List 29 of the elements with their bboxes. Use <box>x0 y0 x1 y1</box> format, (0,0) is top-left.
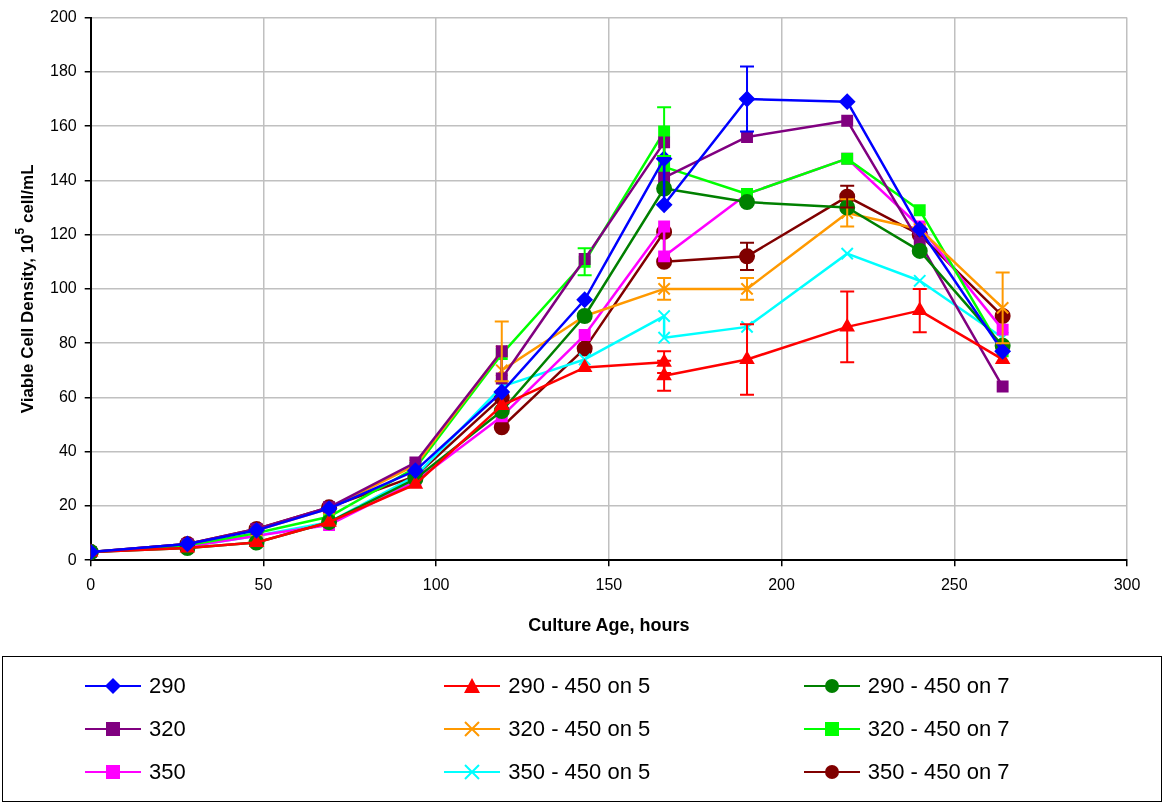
y-tick-label: 60 <box>58 387 77 405</box>
y-tick-label: 100 <box>49 279 77 297</box>
legend-label: 350 - 450 on 5 <box>508 758 651 785</box>
y-axis-title: Viable Cell Density, 105 cell/mL <box>13 164 37 414</box>
legend-label: 350 - 450 on 7 <box>867 758 1010 785</box>
y-tick-label: 140 <box>49 170 77 188</box>
legend-label: 290 <box>149 673 186 700</box>
y-tick-label: 80 <box>58 333 77 351</box>
y-tick-label: 180 <box>49 62 77 80</box>
y-tick-label: 200 <box>49 8 77 26</box>
y-tick-label: 120 <box>49 225 77 243</box>
legend-label: 320 - 450 on 7 <box>867 715 1010 742</box>
y-tick-label: 0 <box>67 550 77 568</box>
x-tick-label: 250 <box>940 576 968 594</box>
x-tick-label: 0 <box>86 576 96 594</box>
x-axis-title: Culture Age, hours <box>528 615 690 636</box>
legend-label: 290 - 450 on 7 <box>867 673 1010 700</box>
x-tick-label: 300 <box>1113 576 1141 594</box>
x-tick-label: 50 <box>254 576 273 594</box>
legend-label: 320 <box>149 715 186 742</box>
x-tick-label: 150 <box>595 576 623 594</box>
y-tick-label: 20 <box>58 496 77 514</box>
legend-label: 320 - 450 on 5 <box>508 715 651 742</box>
legend-label: 290 - 450 on 5 <box>508 673 651 700</box>
x-tick-label: 100 <box>422 576 450 594</box>
y-tick-label: 160 <box>49 116 77 134</box>
x-tick-label: 200 <box>768 576 796 594</box>
legend-label: 350 <box>149 758 186 785</box>
y-tick-label: 40 <box>58 442 77 460</box>
